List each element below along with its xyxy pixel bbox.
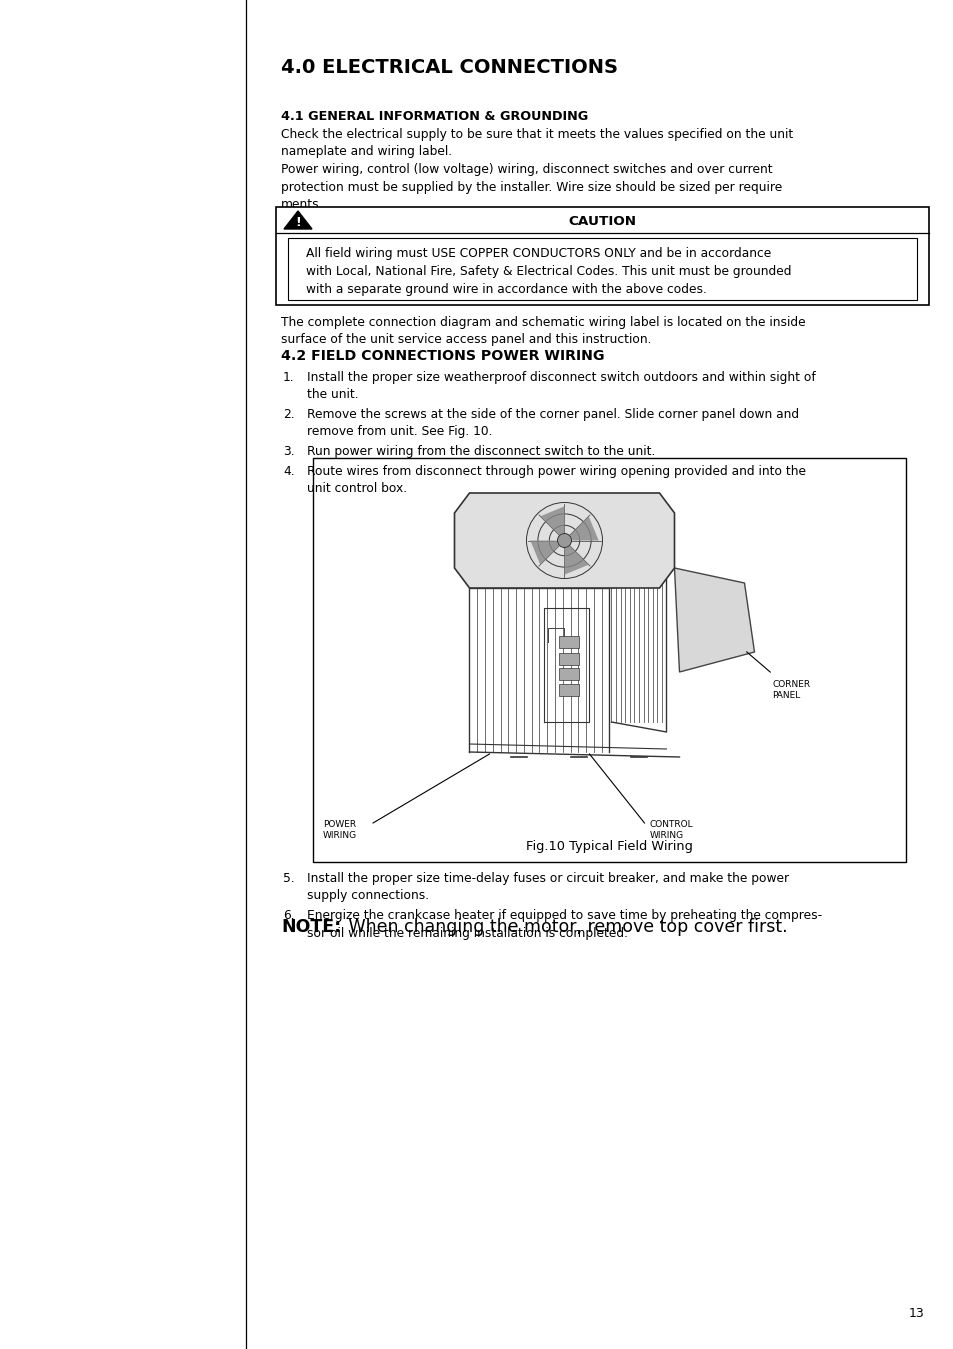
Text: CONTROL
WIRING: CONTROL WIRING	[649, 820, 693, 840]
Polygon shape	[564, 546, 588, 575]
Text: Energize the crankcase heater if equipped to save time by preheating the compres: Energize the crankcase heater if equippe…	[307, 909, 821, 939]
Text: 4.: 4.	[283, 465, 294, 478]
Polygon shape	[570, 517, 598, 541]
Bar	[558, 668, 578, 680]
Bar	[558, 637, 578, 649]
Polygon shape	[454, 492, 674, 588]
Text: 4.1 GENERAL INFORMATION & GROUNDING: 4.1 GENERAL INFORMATION & GROUNDING	[281, 111, 588, 123]
Text: NOTE:: NOTE:	[281, 919, 341, 936]
Text: 5.: 5.	[283, 871, 294, 885]
Polygon shape	[674, 568, 754, 672]
Text: When changing the motor, remove top cover first.: When changing the motor, remove top cove…	[343, 919, 787, 936]
Text: 4.2 FIELD CONNECTIONS POWER WIRING: 4.2 FIELD CONNECTIONS POWER WIRING	[281, 349, 604, 363]
Bar	[558, 684, 578, 696]
Text: Fig.10 Typical Field Wiring: Fig.10 Typical Field Wiring	[525, 840, 692, 853]
Text: Route wires from disconnect through power wiring opening provided and into the
u: Route wires from disconnect through powe…	[307, 465, 805, 495]
Text: POWER
WIRING: POWER WIRING	[323, 820, 356, 840]
Text: CAUTION: CAUTION	[568, 214, 636, 228]
Text: 1.: 1.	[283, 371, 294, 384]
Text: The complete connection diagram and schematic wiring label is located on the ins: The complete connection diagram and sche…	[281, 316, 804, 347]
Text: Power wiring, control (low voltage) wiring, disconnect switches and over current: Power wiring, control (low voltage) wiri…	[281, 163, 781, 210]
Text: Run power wiring from the disconnect switch to the unit.: Run power wiring from the disconnect swi…	[307, 445, 655, 459]
Text: 13: 13	[907, 1307, 923, 1321]
Text: Install the proper size weatherproof disconnect switch outdoors and within sight: Install the proper size weatherproof dis…	[307, 371, 815, 402]
Polygon shape	[284, 210, 312, 229]
Bar	[275, 206, 928, 305]
Text: 2.: 2.	[283, 407, 294, 421]
Text: All field wiring must USE COPPER CONDUCTORS ONLY and be in accordance
with Local: All field wiring must USE COPPER CONDUCT…	[306, 247, 791, 295]
Text: 6.: 6.	[283, 909, 294, 921]
Text: Remove the screws at the side of the corner panel. Slide corner panel down and
r: Remove the screws at the side of the cor…	[307, 407, 799, 438]
Bar	[313, 459, 905, 862]
Text: CORNER
PANEL: CORNER PANEL	[772, 680, 810, 700]
Polygon shape	[539, 506, 564, 534]
Text: 3.: 3.	[283, 445, 294, 459]
Text: Check the electrical supply to be sure that it meets the values specified on the: Check the electrical supply to be sure t…	[281, 128, 792, 158]
Polygon shape	[530, 541, 558, 565]
Text: !: !	[294, 216, 300, 228]
Bar	[288, 237, 916, 299]
Text: 4.0 ELECTRICAL CONNECTIONS: 4.0 ELECTRICAL CONNECTIONS	[281, 58, 618, 77]
Circle shape	[557, 533, 571, 548]
Text: Install the proper size time-delay fuses or circuit breaker, and make the power
: Install the proper size time-delay fuses…	[307, 871, 788, 902]
Bar	[558, 653, 578, 665]
